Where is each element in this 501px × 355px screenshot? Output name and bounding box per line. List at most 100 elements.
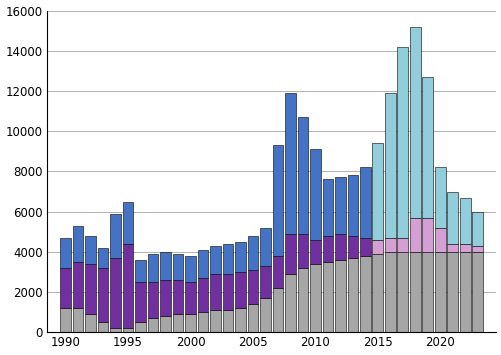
Bar <box>310 264 320 332</box>
Bar <box>459 244 469 252</box>
Bar <box>372 143 382 240</box>
Bar <box>210 310 220 332</box>
Bar <box>147 254 158 282</box>
Bar <box>310 240 320 264</box>
Bar <box>272 288 283 332</box>
Bar <box>110 328 121 332</box>
Bar <box>446 244 457 252</box>
Bar <box>135 322 145 332</box>
Bar <box>234 242 245 272</box>
Bar <box>372 254 382 332</box>
Bar <box>222 244 233 274</box>
Bar <box>359 256 370 332</box>
Bar <box>347 258 357 332</box>
Bar <box>297 234 308 268</box>
Bar <box>60 238 71 268</box>
Bar <box>459 197 469 244</box>
Bar <box>110 214 121 258</box>
Bar <box>172 314 183 332</box>
Bar <box>73 226 83 262</box>
Bar <box>409 218 420 252</box>
Bar <box>85 264 96 314</box>
Bar <box>172 280 183 314</box>
Bar <box>322 236 333 262</box>
Bar <box>285 93 295 234</box>
Bar <box>234 272 245 308</box>
Bar <box>110 258 121 328</box>
Bar <box>471 212 482 246</box>
Bar <box>359 168 370 238</box>
Bar <box>85 314 96 332</box>
Bar <box>334 260 345 332</box>
Bar <box>98 268 108 322</box>
Bar <box>409 27 420 218</box>
Bar <box>73 308 83 332</box>
Bar <box>222 310 233 332</box>
Bar <box>197 312 208 332</box>
Bar <box>197 278 208 312</box>
Bar <box>85 236 96 264</box>
Bar <box>471 252 482 332</box>
Bar <box>185 314 195 332</box>
Bar <box>98 248 108 268</box>
Bar <box>310 149 320 240</box>
Bar <box>197 250 208 278</box>
Bar <box>446 192 457 244</box>
Bar <box>210 274 220 310</box>
Bar <box>285 234 295 274</box>
Bar <box>409 252 420 332</box>
Bar <box>185 282 195 314</box>
Bar <box>260 228 270 266</box>
Bar <box>247 236 258 270</box>
Bar <box>397 238 407 252</box>
Bar <box>122 202 133 244</box>
Bar <box>160 316 170 332</box>
Bar <box>297 117 308 234</box>
Bar <box>260 266 270 298</box>
Bar <box>384 238 395 252</box>
Bar <box>422 218 432 252</box>
Bar <box>247 270 258 304</box>
Bar <box>73 262 83 308</box>
Bar <box>135 282 145 322</box>
Bar <box>384 252 395 332</box>
Bar <box>384 93 395 238</box>
Bar <box>372 240 382 254</box>
Bar <box>297 268 308 332</box>
Bar <box>434 168 445 228</box>
Bar <box>397 252 407 332</box>
Bar <box>322 262 333 332</box>
Bar <box>322 180 333 236</box>
Bar <box>434 252 445 332</box>
Bar <box>185 256 195 282</box>
Bar <box>210 246 220 274</box>
Bar <box>347 236 357 258</box>
Bar <box>422 77 432 218</box>
Bar <box>347 175 357 236</box>
Bar <box>160 252 170 280</box>
Bar <box>234 308 245 332</box>
Bar <box>446 252 457 332</box>
Bar <box>247 304 258 332</box>
Bar <box>122 244 133 328</box>
Bar <box>135 260 145 282</box>
Bar <box>397 47 407 238</box>
Bar <box>98 322 108 332</box>
Bar <box>434 228 445 252</box>
Bar <box>147 282 158 318</box>
Bar <box>260 298 270 332</box>
Bar <box>272 256 283 288</box>
Bar <box>160 280 170 316</box>
Bar <box>285 274 295 332</box>
Bar <box>122 328 133 332</box>
Bar <box>272 145 283 256</box>
Bar <box>172 254 183 280</box>
Bar <box>471 246 482 252</box>
Bar <box>334 178 345 234</box>
Bar <box>60 308 71 332</box>
Bar <box>60 268 71 308</box>
Bar <box>359 238 370 256</box>
Bar <box>422 252 432 332</box>
Bar <box>147 318 158 332</box>
Bar <box>459 252 469 332</box>
